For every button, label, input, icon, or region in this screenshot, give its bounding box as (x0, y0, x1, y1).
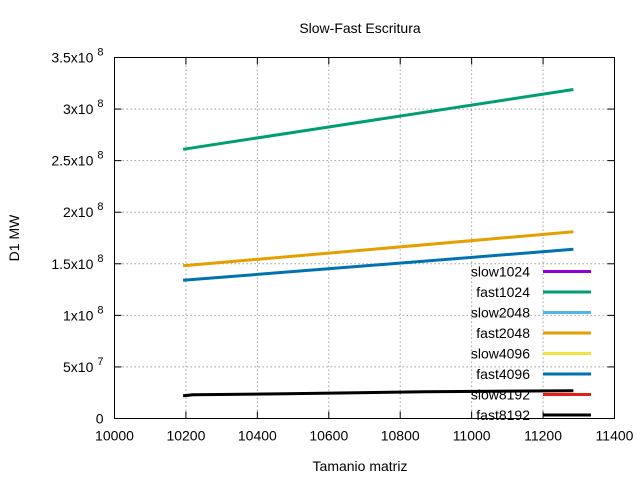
legend-label-slow8192: slow8192 (471, 387, 530, 403)
y-tick-mantissa: 0 (96, 411, 104, 427)
x-tick-label: 10400 (238, 428, 277, 444)
legend-label-slow1024: slow1024 (471, 264, 530, 280)
y-tick-label: 5x10 7 (63, 356, 103, 375)
y-tick-exponent: 8 (97, 47, 103, 59)
grid (115, 58, 615, 419)
x-tick-label: 10800 (381, 428, 420, 444)
x-tick-label: 11400 (596, 428, 634, 444)
legend-label-fast8192: fast8192 (476, 407, 530, 423)
legend-label-slow4096: slow4096 (471, 346, 530, 362)
y-tick-mantissa: 1.5x10 (51, 256, 93, 272)
chart-title: Slow-Fast Escritura (299, 20, 421, 36)
y-tick-exponent: 8 (97, 150, 103, 162)
y-tick-label: 0 (96, 411, 104, 427)
legend-label-fast2048: fast2048 (476, 325, 530, 341)
y-tick-mantissa: 1x10 (63, 307, 94, 323)
y-tick-mantissa: 3.5x10 (51, 50, 93, 66)
y-tick-mantissa: 5x10 (63, 359, 94, 375)
y-tick-label: 1.5x10 8 (51, 253, 103, 272)
y-tick-label: 2x10 8 (63, 201, 103, 220)
plot-frame (115, 58, 615, 419)
x-tick-label: 11200 (524, 428, 562, 444)
legend-label-fast1024: fast1024 (476, 284, 530, 300)
y-tick-label: 3x10 8 (63, 98, 103, 117)
x-tick-label: 10000 (95, 428, 134, 444)
y-tick-mantissa: 3x10 (63, 101, 94, 117)
y-tick-exponent: 8 (97, 201, 103, 213)
y-tick-label: 2.5x10 8 (51, 150, 103, 169)
y-tick-label: 3.5x10 8 (51, 47, 103, 66)
y-axis-title: D1 MW (6, 214, 22, 261)
y-tick-mantissa: 2.5x10 (51, 153, 93, 169)
series-line-fast1024 (183, 90, 573, 150)
legend: slow1024 fast1024 slow2048 fast2048 slow4096… (471, 264, 591, 424)
y-tick-exponent: 8 (97, 304, 103, 316)
y-tick-mantissa: 2x10 (63, 204, 94, 220)
y-tick-exponent: 8 (97, 98, 103, 110)
ticks: 10000 10200 10400 10600 10800 11000 11200 11400… (51, 47, 633, 444)
x-axis-title: Tamanio matriz (313, 458, 408, 474)
legend-label-slow2048: slow2048 (471, 305, 530, 321)
legend-label-fast4096: fast4096 (476, 366, 530, 382)
y-tick-exponent: 8 (97, 253, 103, 265)
x-tick-label: 11000 (453, 428, 491, 444)
y-tick-exponent: 7 (97, 356, 103, 368)
x-tick-label: 10200 (166, 428, 205, 444)
series-line-fast2048 (183, 232, 573, 266)
y-tick-label: 1x10 8 (63, 304, 103, 323)
x-tick-label: 10600 (309, 428, 348, 444)
